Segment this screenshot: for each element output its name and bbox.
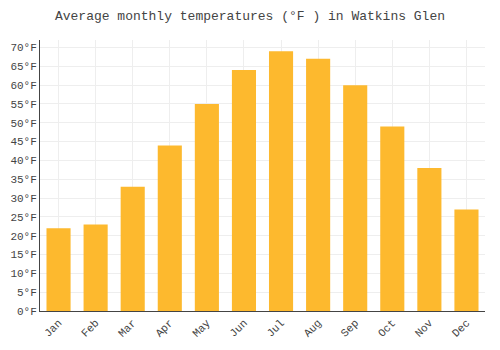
svg-text:35°F: 35°F <box>10 174 36 186</box>
svg-text:Jan: Jan <box>42 317 64 339</box>
svg-text:Nov: Nov <box>413 317 436 340</box>
svg-text:50°F: 50°F <box>10 118 36 130</box>
svg-text:45°F: 45°F <box>10 136 36 148</box>
svg-text:70°F: 70°F <box>10 42 36 54</box>
svg-text:Jun: Jun <box>227 317 249 339</box>
svg-text:Sep: Sep <box>339 317 361 339</box>
svg-text:60°F: 60°F <box>10 80 36 92</box>
svg-text:25°F: 25°F <box>10 212 36 224</box>
svg-text:Aug: Aug <box>302 317 324 339</box>
svg-text:Mar: Mar <box>116 317 138 339</box>
svg-text:30°F: 30°F <box>10 193 36 205</box>
svg-text:0°F: 0°F <box>17 306 37 318</box>
svg-text:10°F: 10°F <box>10 268 36 280</box>
svg-text:65°F: 65°F <box>10 61 36 73</box>
svg-text:40°F: 40°F <box>10 155 36 167</box>
svg-text:15°F: 15°F <box>10 249 36 261</box>
svg-text:Dec: Dec <box>450 317 472 339</box>
svg-text:Average monthly temperatures (: Average monthly temperatures (°F ) in Wa… <box>55 9 445 24</box>
svg-text:Feb: Feb <box>79 317 101 339</box>
svg-text:Apr: Apr <box>153 317 175 339</box>
svg-text:5°F: 5°F <box>17 287 37 299</box>
svg-text:20°F: 20°F <box>10 231 36 243</box>
svg-text:Jul: Jul <box>265 317 287 339</box>
svg-text:Oct: Oct <box>376 317 398 339</box>
svg-text:May: May <box>190 317 213 340</box>
svg-text:55°F: 55°F <box>10 99 36 111</box>
